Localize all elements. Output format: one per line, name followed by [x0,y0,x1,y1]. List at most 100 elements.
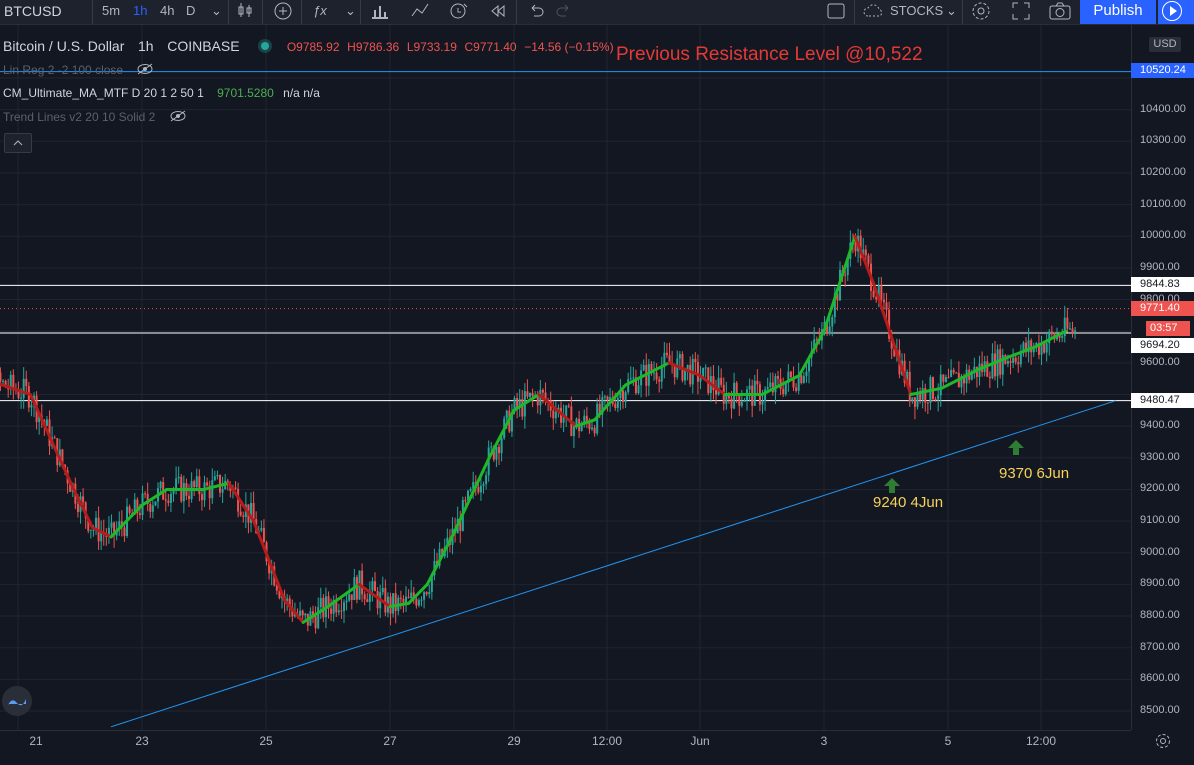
candle-body [826,322,829,334]
compare-dropdown-icon[interactable]: ⌄ [946,3,957,18]
candle-body [802,376,805,383]
redo-icon[interactable] [554,0,574,24]
ma-segment [0,382,32,396]
indicator-name: Lin Reg 2 -2 100 close [3,63,124,77]
axis-settings-gear-icon[interactable] [1154,732,1172,752]
fullscreen-icon[interactable] [1010,0,1032,24]
candle-body [469,488,472,491]
candle-body [118,521,121,530]
price-axis[interactable] [1131,25,1194,730]
indicator-trend-lines[interactable]: Trend Lines v2 20 10 Solid 2 [3,110,191,125]
alert-icon[interactable] [448,0,470,24]
interval-dropdown-icon[interactable]: ⌄ [211,3,222,18]
candle-body [614,403,617,408]
up-arrow-icon [884,478,900,493]
indicators-fx-icon[interactable]: ƒx [313,3,327,18]
ma-segment [537,393,578,428]
indicator-value: 9701.5280 [217,86,274,100]
ma-segment [853,234,876,286]
legend-exchange: COINBASE [167,38,240,54]
interval-4h[interactable]: 4h [160,3,175,18]
candle-body [87,517,90,531]
publish-video-button[interactable] [1158,0,1194,24]
templates-icon[interactable] [410,0,432,24]
candle-body [330,608,333,614]
eye-hidden-icon[interactable] [136,63,154,78]
candle-body [368,590,371,602]
interval-5m[interactable]: 5m [102,3,121,18]
ma-segment [407,582,429,605]
candle-body [655,372,658,380]
candle-body [1045,343,1048,353]
candle-body [1048,331,1051,344]
candle-body [510,412,513,432]
candle-body [583,415,586,425]
legend-collapse-button[interactable] [4,133,32,153]
candle-body [76,503,79,512]
time-axis[interactable] [0,730,1131,765]
fullscreen-layout-icon[interactable] [826,0,846,24]
candle-body [544,392,547,401]
price-tick: 10400.00 [1140,102,1186,115]
symbol-search[interactable]: BTCUSD [4,3,62,19]
candle-body [748,385,751,390]
compare-bars-icon[interactable] [370,0,390,24]
indicator-lin-reg[interactable]: Lin Reg 2 -2 100 close [3,63,158,78]
gear-icon[interactable] [970,0,992,24]
current-price-tag: 9771.40 [1131,301,1194,316]
candle-body [505,410,508,419]
candle-body [53,437,56,439]
candle-body [735,382,738,396]
indicators-dropdown-icon[interactable]: ⌄ [345,3,356,18]
cloud-icon[interactable] [862,0,888,24]
candle-series [0,228,1077,634]
candle-body [712,376,715,391]
candle-body [1030,340,1033,353]
price-tick: 9200.00 [1140,482,1180,495]
compare-label[interactable]: STOCKS [890,3,944,18]
currency-label[interactable]: USD [1149,37,1181,52]
ma-segment [487,408,516,460]
candle-body [911,397,914,402]
indicator-name: Trend Lines v2 20 10 Solid 2 [3,110,156,124]
candle-style-icon[interactable] [237,0,253,24]
candle-body [9,374,12,390]
add-indicator-icon[interactable] [273,0,293,24]
candle-body [699,377,702,382]
replay-icon[interactable] [488,0,508,24]
play-icon [1162,1,1182,21]
candle-body [890,338,893,349]
interval-d[interactable]: D [186,3,196,18]
undo-icon[interactable] [526,0,546,24]
tradingview-logo[interactable] [2,686,32,716]
candle-body [291,607,294,617]
eye-hidden-icon[interactable] [169,110,187,125]
resistance-annotation[interactable]: Previous Resistance Level @10,522 [616,44,923,65]
publish-button[interactable]: Publish [1080,0,1156,24]
ma-segment [574,418,597,428]
candle-body [934,398,937,400]
candle-body [833,293,836,318]
ma-segment [388,601,411,609]
interval-1h[interactable]: 1h [133,3,148,18]
price-chart[interactable] [0,25,1131,730]
candle-body [299,610,302,616]
ma-segment [301,605,330,624]
candle-body [177,476,180,479]
candle-body [952,370,955,373]
candle-body [459,518,462,531]
candle-body [888,309,891,339]
ma-segment [90,525,113,539]
camera-icon[interactable] [1048,0,1072,24]
arrow2-annotation[interactable]: 9370 6Jun [999,465,1070,482]
candle-body [348,594,351,601]
candle-body [882,299,885,303]
candle-body [1019,352,1022,365]
candle-body [198,476,201,495]
candle-body [629,378,632,380]
main-series-legend[interactable]: Bitcoin / U.S. Dollar 1h COINBASE O9785.… [3,38,618,54]
candle-body [361,570,364,595]
ma-segment [450,456,491,539]
indicator-cm-ma[interactable]: CM_Ultimate_MA_MTF D 20 1 2 50 1 9701.52… [3,86,324,100]
arrow1-annotation[interactable]: 9240 4Jun [873,494,944,511]
